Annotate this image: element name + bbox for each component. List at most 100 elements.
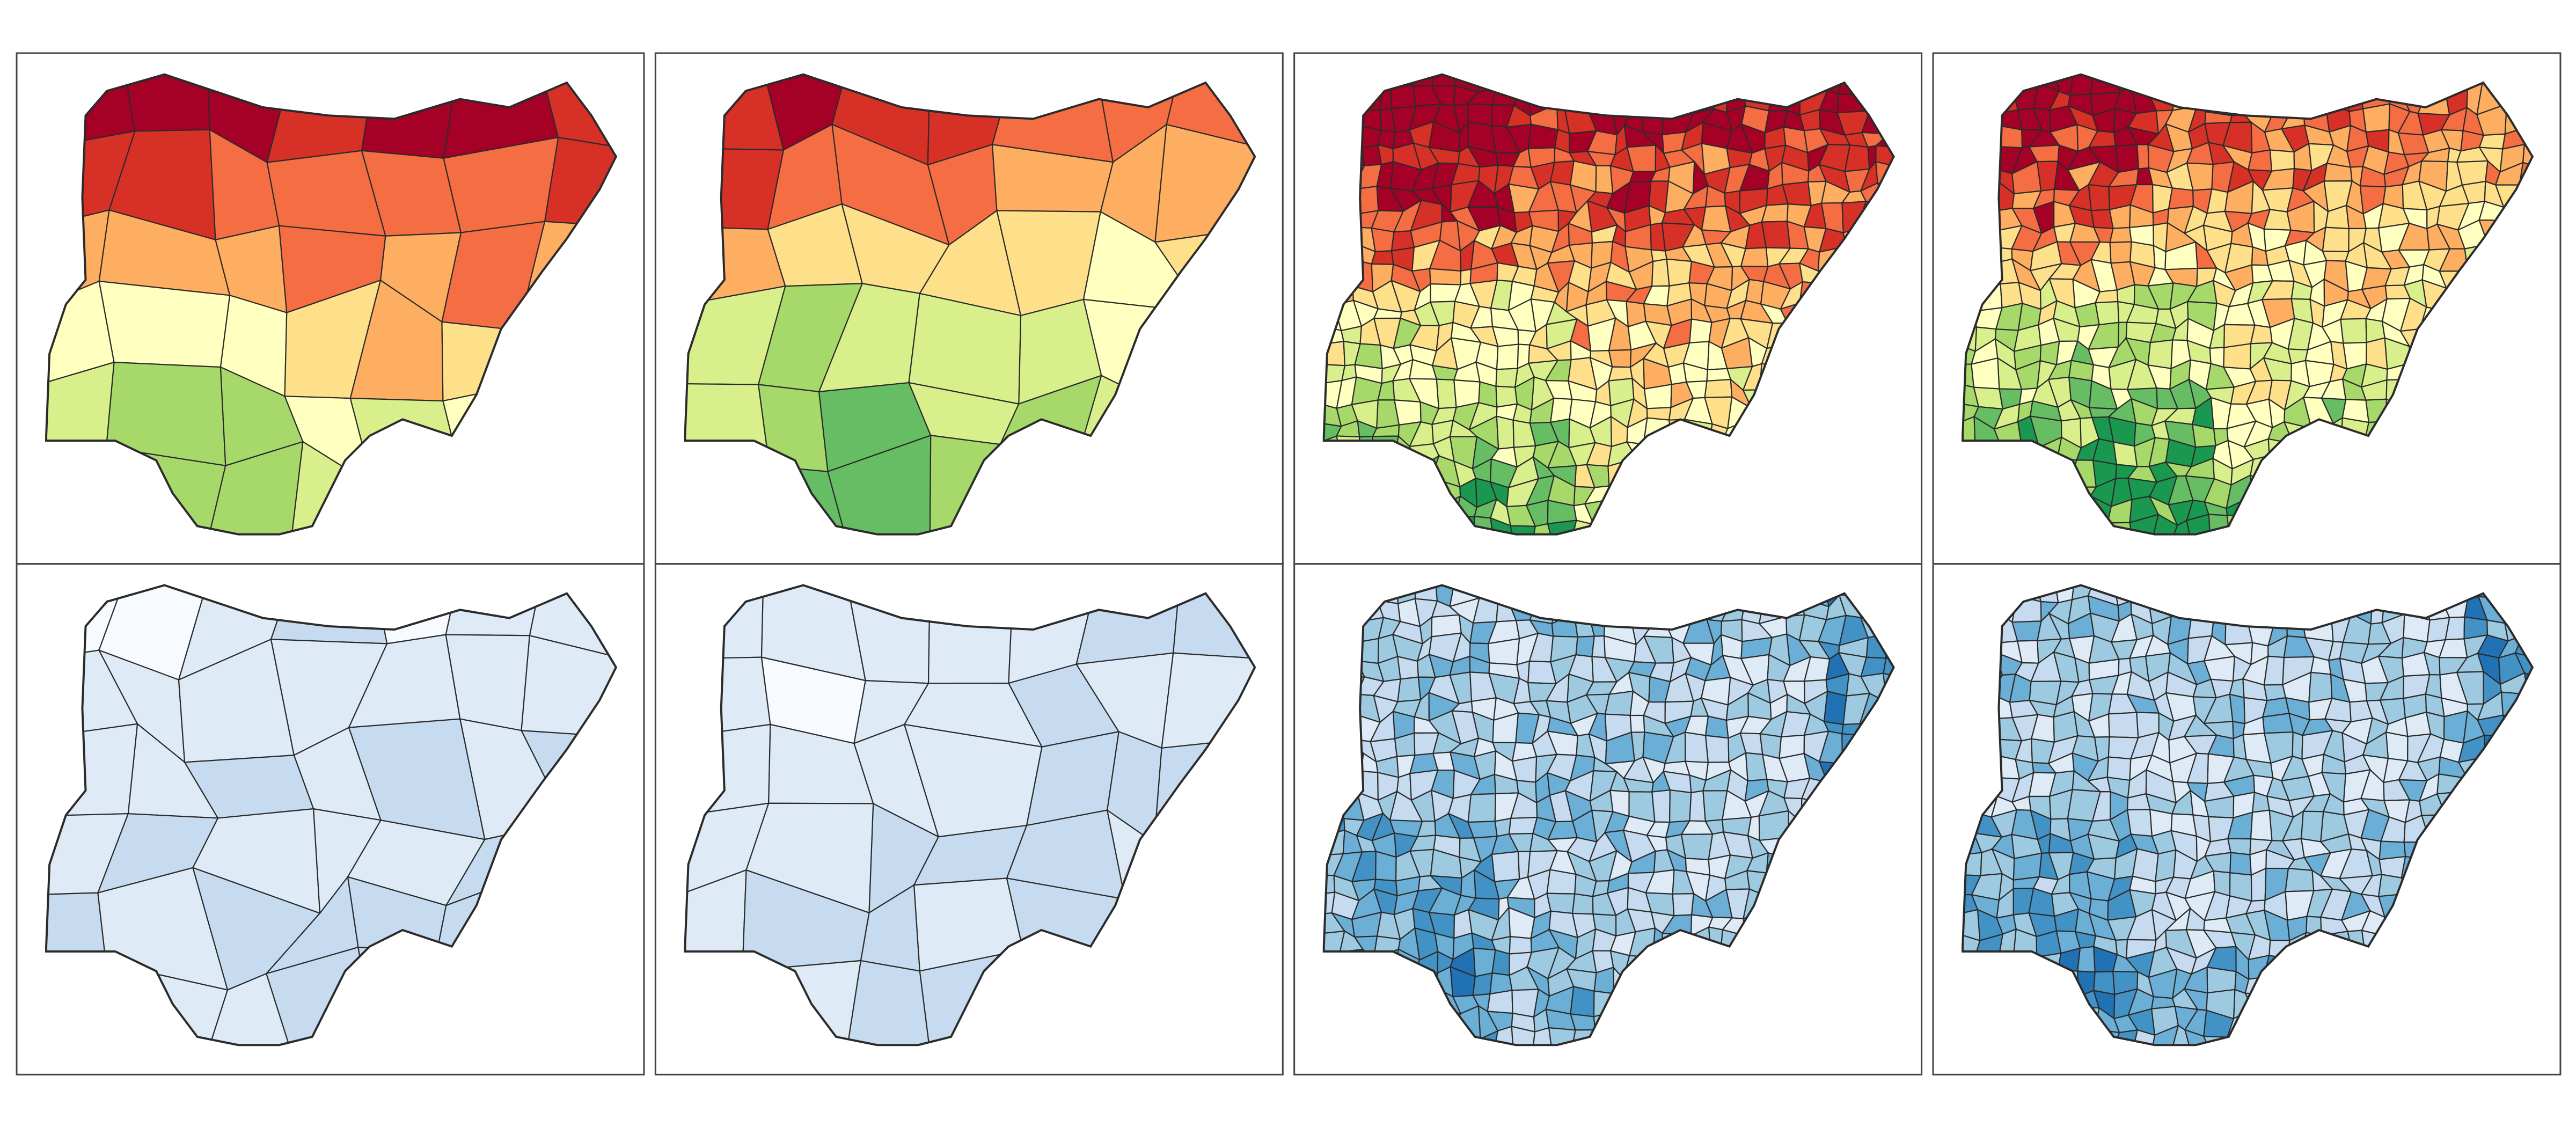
region (2264, 656, 2284, 685)
region (1685, 1026, 1714, 1045)
region (2014, 447, 2039, 466)
region (1821, 914, 1845, 939)
region (2362, 477, 2388, 497)
region (1978, 988, 1999, 1014)
region (1844, 896, 1867, 919)
region (1704, 496, 1725, 522)
region (1843, 1028, 1867, 1045)
region (1804, 908, 1825, 938)
region (2516, 934, 2533, 954)
region (1963, 1012, 1984, 1032)
region (1694, 499, 1710, 525)
region (2483, 997, 2506, 1014)
region (1840, 439, 1865, 465)
region (1512, 1027, 1535, 1045)
region (2226, 593, 2249, 619)
region (2366, 585, 2385, 605)
region (2226, 618, 2253, 645)
region (1323, 341, 1345, 365)
region (2479, 326, 2503, 339)
region (1840, 343, 1870, 358)
region (1323, 74, 1338, 96)
region (1824, 1018, 1847, 1028)
region (2013, 519, 2035, 535)
region (1333, 203, 1358, 228)
region (1879, 402, 1894, 427)
region (2522, 594, 2533, 619)
region (2438, 837, 2467, 857)
region (2498, 752, 2524, 776)
region (2518, 284, 2533, 305)
region (1781, 596, 1805, 616)
region (1841, 246, 1869, 265)
region (1371, 480, 1403, 506)
region (2419, 876, 2448, 890)
region (1323, 718, 1335, 737)
region (2458, 971, 2487, 997)
region (1974, 954, 2000, 972)
region (2074, 518, 2094, 535)
region (1781, 585, 1805, 597)
country-outline (685, 75, 1255, 535)
region (1351, 1007, 1377, 1035)
region (1393, 517, 1416, 535)
region (1860, 878, 1889, 896)
region (2399, 1035, 2426, 1045)
region (1548, 521, 1577, 535)
region (1782, 990, 1806, 1016)
region (1979, 242, 1996, 268)
region (2476, 1028, 2503, 1045)
region (2423, 341, 2443, 367)
region (1844, 499, 1869, 522)
region (2483, 971, 2508, 999)
region (1461, 269, 1471, 285)
region (1721, 948, 1751, 971)
region (1963, 242, 1979, 268)
region (2033, 495, 2056, 526)
region (2302, 499, 2332, 526)
region (1353, 480, 1371, 506)
region (2131, 74, 2152, 91)
region (1332, 715, 1357, 739)
region (1706, 971, 1722, 998)
region (1358, 74, 1383, 88)
region (1162, 653, 1255, 748)
regions (1323, 585, 1894, 1045)
region (2483, 386, 2507, 407)
map-panel (680, 70, 1263, 541)
region (1708, 445, 1723, 463)
region (2170, 585, 2191, 602)
region (2211, 585, 2230, 604)
region (1414, 496, 1438, 526)
region (2515, 443, 2533, 463)
region (1760, 387, 1787, 402)
region (1721, 496, 1752, 525)
region (1468, 794, 1496, 822)
region (2495, 402, 2524, 423)
region (2302, 526, 2332, 535)
region (1972, 643, 2001, 654)
region (2325, 604, 2351, 613)
region (2348, 477, 2368, 499)
region (685, 724, 770, 816)
region (2309, 989, 2329, 1018)
region (2424, 585, 2444, 605)
region (2527, 246, 2533, 268)
region (1877, 796, 1894, 816)
region (1339, 224, 1357, 244)
region (2521, 225, 2533, 252)
region (1963, 792, 1978, 816)
region (1963, 516, 1977, 535)
region (2418, 496, 2448, 520)
region (1801, 405, 1829, 430)
region (1411, 1008, 1441, 1031)
region (2515, 304, 2533, 325)
region (2437, 791, 2465, 815)
region (1819, 809, 1846, 837)
region (1332, 87, 1361, 109)
region (2496, 320, 2518, 339)
region (1863, 1028, 1882, 1045)
region (1339, 243, 1357, 273)
region (2421, 840, 2444, 859)
region (1820, 462, 1841, 481)
